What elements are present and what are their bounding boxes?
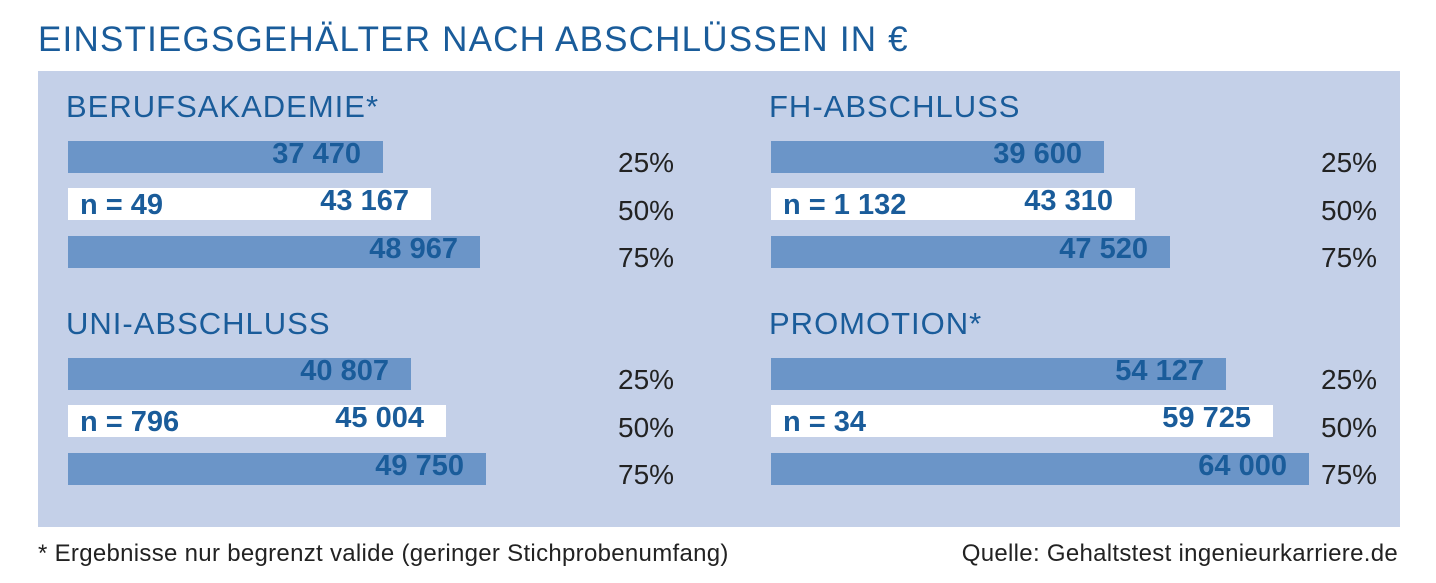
data-label: 64 000	[1198, 450, 1287, 482]
bar-50-uni-abschluss: 45 004 n = 796	[68, 402, 446, 438]
percentile-label: 50%	[618, 412, 675, 443]
group-promotion: PROMOTION* 54 127 25% 59 725 n = 34 50% 64 000…	[741, 288, 1381, 490]
page-title: EINSTIEGSGEHÄLTER NACH ABSCHLÜSSEN IN €	[38, 20, 909, 59]
data-label: 43 167	[320, 185, 409, 217]
chart-panel: BERUFSAKADEMIE* 37 470 25% 43 167 n = 49 50% 4…	[38, 71, 1400, 527]
source-note: Quelle: Gehaltstest ingenieurkarriere.de	[961, 540, 1398, 567]
bar-25-berufsakademie: 37 470	[68, 138, 383, 173]
group-title: BERUFSAKADEMIE*	[66, 89, 380, 124]
data-label: 37 470	[272, 138, 361, 170]
percentile-label: 25%	[1321, 364, 1378, 395]
percentile-label: 50%	[618, 195, 675, 226]
bar-25-promotion: 54 127	[771, 355, 1226, 390]
group-fh-abschluss: FH-ABSCHLUSS 39 600 25% 43 310 n = 1 132 50% 4…	[741, 71, 1381, 273]
sample-size-label: n = 34	[783, 406, 867, 438]
bar-25-uni-abschluss: 40 807	[68, 355, 411, 390]
percentile-label: 25%	[1321, 147, 1378, 178]
bar-50-promotion: 59 725 n = 34	[771, 402, 1273, 438]
data-label: 54 127	[1115, 355, 1204, 387]
percentile-label: 25%	[618, 364, 675, 395]
data-label: 39 600	[993, 138, 1082, 170]
data-label: 47 520	[1059, 233, 1148, 265]
percentile-label: 50%	[1321, 412, 1378, 443]
bar-75-fh-abschluss: 47 520	[771, 233, 1170, 268]
group-title: UNI-ABSCHLUSS	[66, 306, 331, 341]
group-berufsakademie: BERUFSAKADEMIE* 37 470 25% 43 167 n = 49 50% 4…	[38, 71, 678, 273]
bar-25-fh-abschluss: 39 600	[771, 138, 1104, 173]
data-label: 43 310	[1024, 185, 1113, 217]
data-label: 49 750	[375, 450, 464, 482]
group-title: PROMOTION*	[769, 306, 983, 341]
bar-50-fh-abschluss: 43 310 n = 1 132	[771, 185, 1135, 221]
percentile-label: 75%	[1321, 242, 1378, 273]
group-uni-abschluss: UNI-ABSCHLUSS 40 807 25% 45 004 n = 796 50% 49…	[38, 288, 678, 490]
percentile-label: 75%	[1321, 459, 1378, 490]
percentile-label: 75%	[618, 242, 675, 273]
data-label: 48 967	[369, 233, 458, 265]
sample-size-label: n = 49	[80, 189, 164, 221]
percentile-label: 75%	[618, 459, 675, 490]
data-label: 45 004	[335, 402, 424, 434]
group-title: FH-ABSCHLUSS	[769, 89, 1021, 124]
bar-75-uni-abschluss: 49 750	[68, 450, 486, 485]
sample-size-label: n = 796	[80, 406, 180, 438]
bar-75-promotion: 64 000	[771, 450, 1309, 485]
data-label: 59 725	[1162, 402, 1251, 434]
percentile-label: 25%	[618, 147, 675, 178]
sample-size-label: n = 1 132	[783, 189, 907, 221]
bar-50-berufsakademie: 43 167 n = 49	[68, 185, 431, 221]
bar-75-berufsakademie: 48 967	[68, 233, 480, 268]
data-label: 40 807	[300, 355, 389, 387]
percentile-label: 50%	[1321, 195, 1378, 226]
footnote: * Ergebnisse nur begrenzt valide (gering…	[38, 540, 729, 567]
